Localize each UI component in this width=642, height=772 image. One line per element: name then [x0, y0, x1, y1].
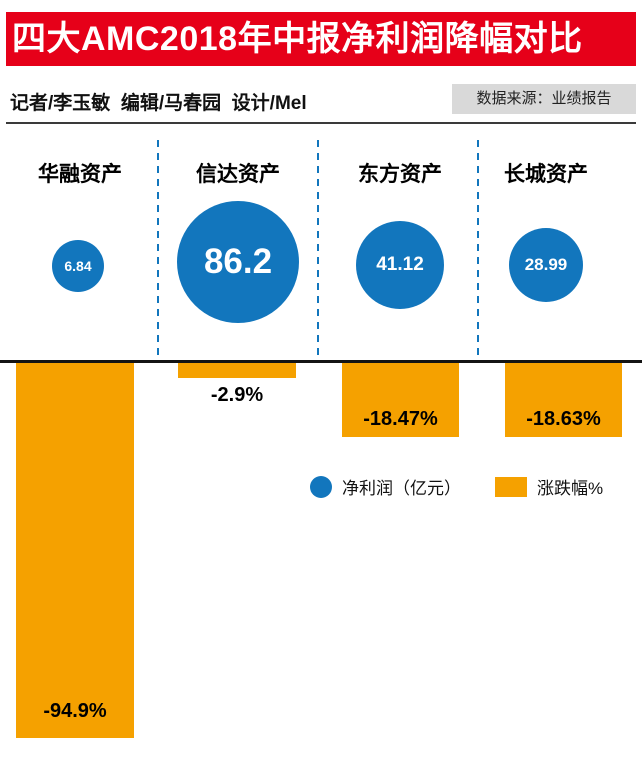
column-header-orient: 东方资产	[358, 163, 442, 186]
byline: 记者/李玉敏 编辑/马春园 设计/Mel	[10, 93, 307, 114]
change-bar-cinda	[178, 363, 296, 378]
column-divider-dashed	[477, 140, 479, 360]
change-bar-orient	[342, 363, 459, 437]
title-banner: 四大AMC2018年中报净利润降幅对比	[6, 12, 636, 66]
change-label-cinda: -2.9%	[210, 384, 264, 406]
column-header-huarong: 华融资产	[38, 163, 122, 186]
data-source-label: 数据来源：业绩报告	[452, 84, 636, 114]
profit-bubble-greatwall: 28.99	[509, 228, 583, 302]
column-divider-dashed	[317, 140, 319, 360]
header-divider	[6, 122, 636, 124]
change-bar-greatwall	[505, 363, 622, 437]
profit-bubble-cinda: 86.2	[177, 201, 299, 323]
zero-axis-line	[0, 360, 642, 363]
change-legend-label: 涨跌幅%	[537, 479, 604, 498]
change-label-greatwall: -18.63%	[526, 408, 601, 430]
change-bar-huarong	[16, 363, 134, 738]
profit-bubble-orient: 41.12	[356, 221, 444, 309]
legend: 净利润（亿元） 涨跌幅%	[310, 474, 603, 499]
change-label-orient: -18.47%	[363, 408, 438, 430]
page-title: 四大AMC2018年中报净利润降幅对比	[12, 20, 583, 58]
change-label-huarong: -94.9%	[43, 700, 107, 722]
column-header-cinda: 信达资产	[196, 163, 280, 186]
change-legend-icon	[495, 476, 527, 497]
column-divider-dashed	[157, 140, 159, 360]
column-header-greatwall: 长城资产	[504, 163, 588, 186]
net-profit-legend-label: 净利润（亿元）	[342, 479, 461, 498]
profit-bubble-huarong: 6.84	[52, 240, 104, 292]
net-profit-legend-icon	[310, 475, 332, 498]
